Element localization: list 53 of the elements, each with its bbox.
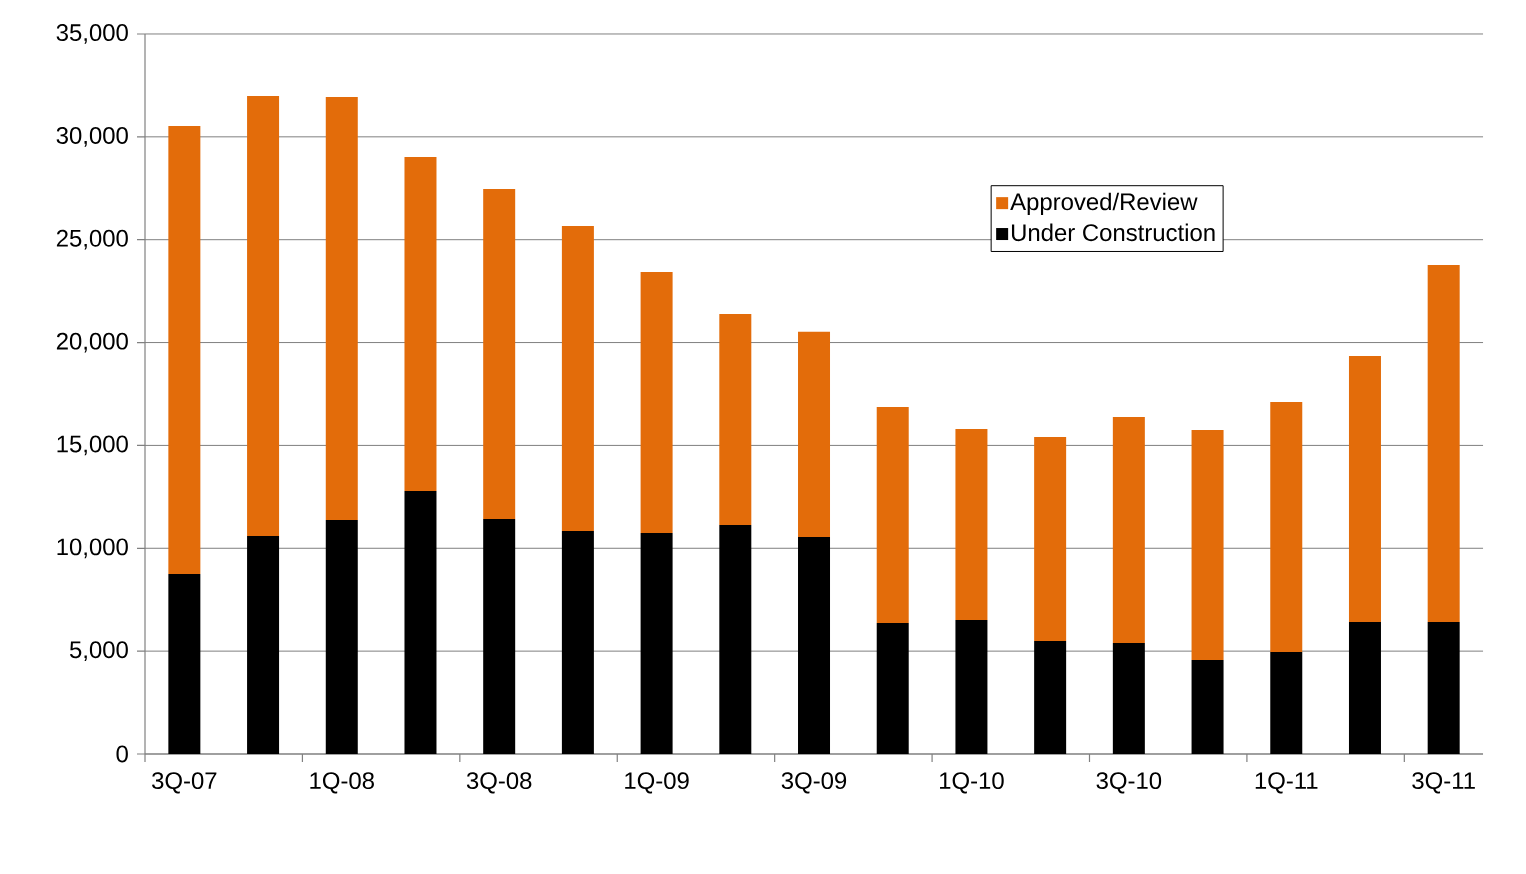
x-tick-label: 3Q-09 xyxy=(781,772,847,794)
x-tick-label: 3Q-08 xyxy=(466,772,532,794)
y-tick-label: 10,000 xyxy=(57,538,128,559)
x-tick-label: 3Q-10 xyxy=(1096,772,1162,794)
bar xyxy=(640,533,673,754)
bar xyxy=(1191,429,1224,660)
bar xyxy=(955,620,988,754)
bar xyxy=(483,188,516,520)
x-tick-label: 3Q-11 xyxy=(1412,772,1475,794)
x-tick-label: 3Q-07 xyxy=(152,772,217,794)
bar xyxy=(876,622,909,754)
bar xyxy=(1112,642,1145,754)
bar xyxy=(640,272,673,534)
bar xyxy=(1427,621,1460,754)
bar xyxy=(1270,402,1303,652)
bar xyxy=(1270,651,1303,754)
y-tick-label: 25,000 xyxy=(56,229,128,250)
y-tick-label: 35,000 xyxy=(56,24,128,44)
bar xyxy=(1427,265,1460,622)
bar xyxy=(1191,659,1224,754)
legend-label: Approved/Review xyxy=(1010,192,1198,215)
bar xyxy=(1348,355,1381,622)
bar xyxy=(719,525,752,754)
y-tick-label: 5,000 xyxy=(69,641,128,662)
legend-label: Under Construction xyxy=(1011,223,1215,242)
bar xyxy=(325,96,358,520)
bar xyxy=(1348,621,1381,754)
x-tick-label: 1Q-09 xyxy=(625,772,689,794)
y-tick-label: 30,000 xyxy=(56,126,128,147)
bar xyxy=(876,406,909,623)
bar xyxy=(1034,436,1067,642)
bar xyxy=(1112,417,1145,643)
bar xyxy=(561,225,594,531)
bar xyxy=(247,535,280,754)
bar xyxy=(483,519,516,754)
bar xyxy=(561,531,594,754)
bar xyxy=(404,490,437,754)
bar xyxy=(325,519,358,754)
x-tick-label: 1Q-10 xyxy=(940,772,1004,794)
y-tick-label: 0 xyxy=(116,745,128,763)
bar xyxy=(404,157,437,491)
bar xyxy=(955,428,988,621)
bar xyxy=(719,313,752,526)
bar xyxy=(798,331,831,537)
bar xyxy=(247,95,280,536)
bar xyxy=(168,125,201,574)
x-tick-label: 1Q-08 xyxy=(310,772,374,794)
bar xyxy=(168,573,201,754)
y-tick-label: 15,000 xyxy=(57,435,128,456)
x-tick-label: 1Q-11 xyxy=(1255,772,1318,794)
bar xyxy=(1034,641,1067,754)
y-tick-label: 20,000 xyxy=(56,332,128,353)
bar xyxy=(798,536,831,754)
